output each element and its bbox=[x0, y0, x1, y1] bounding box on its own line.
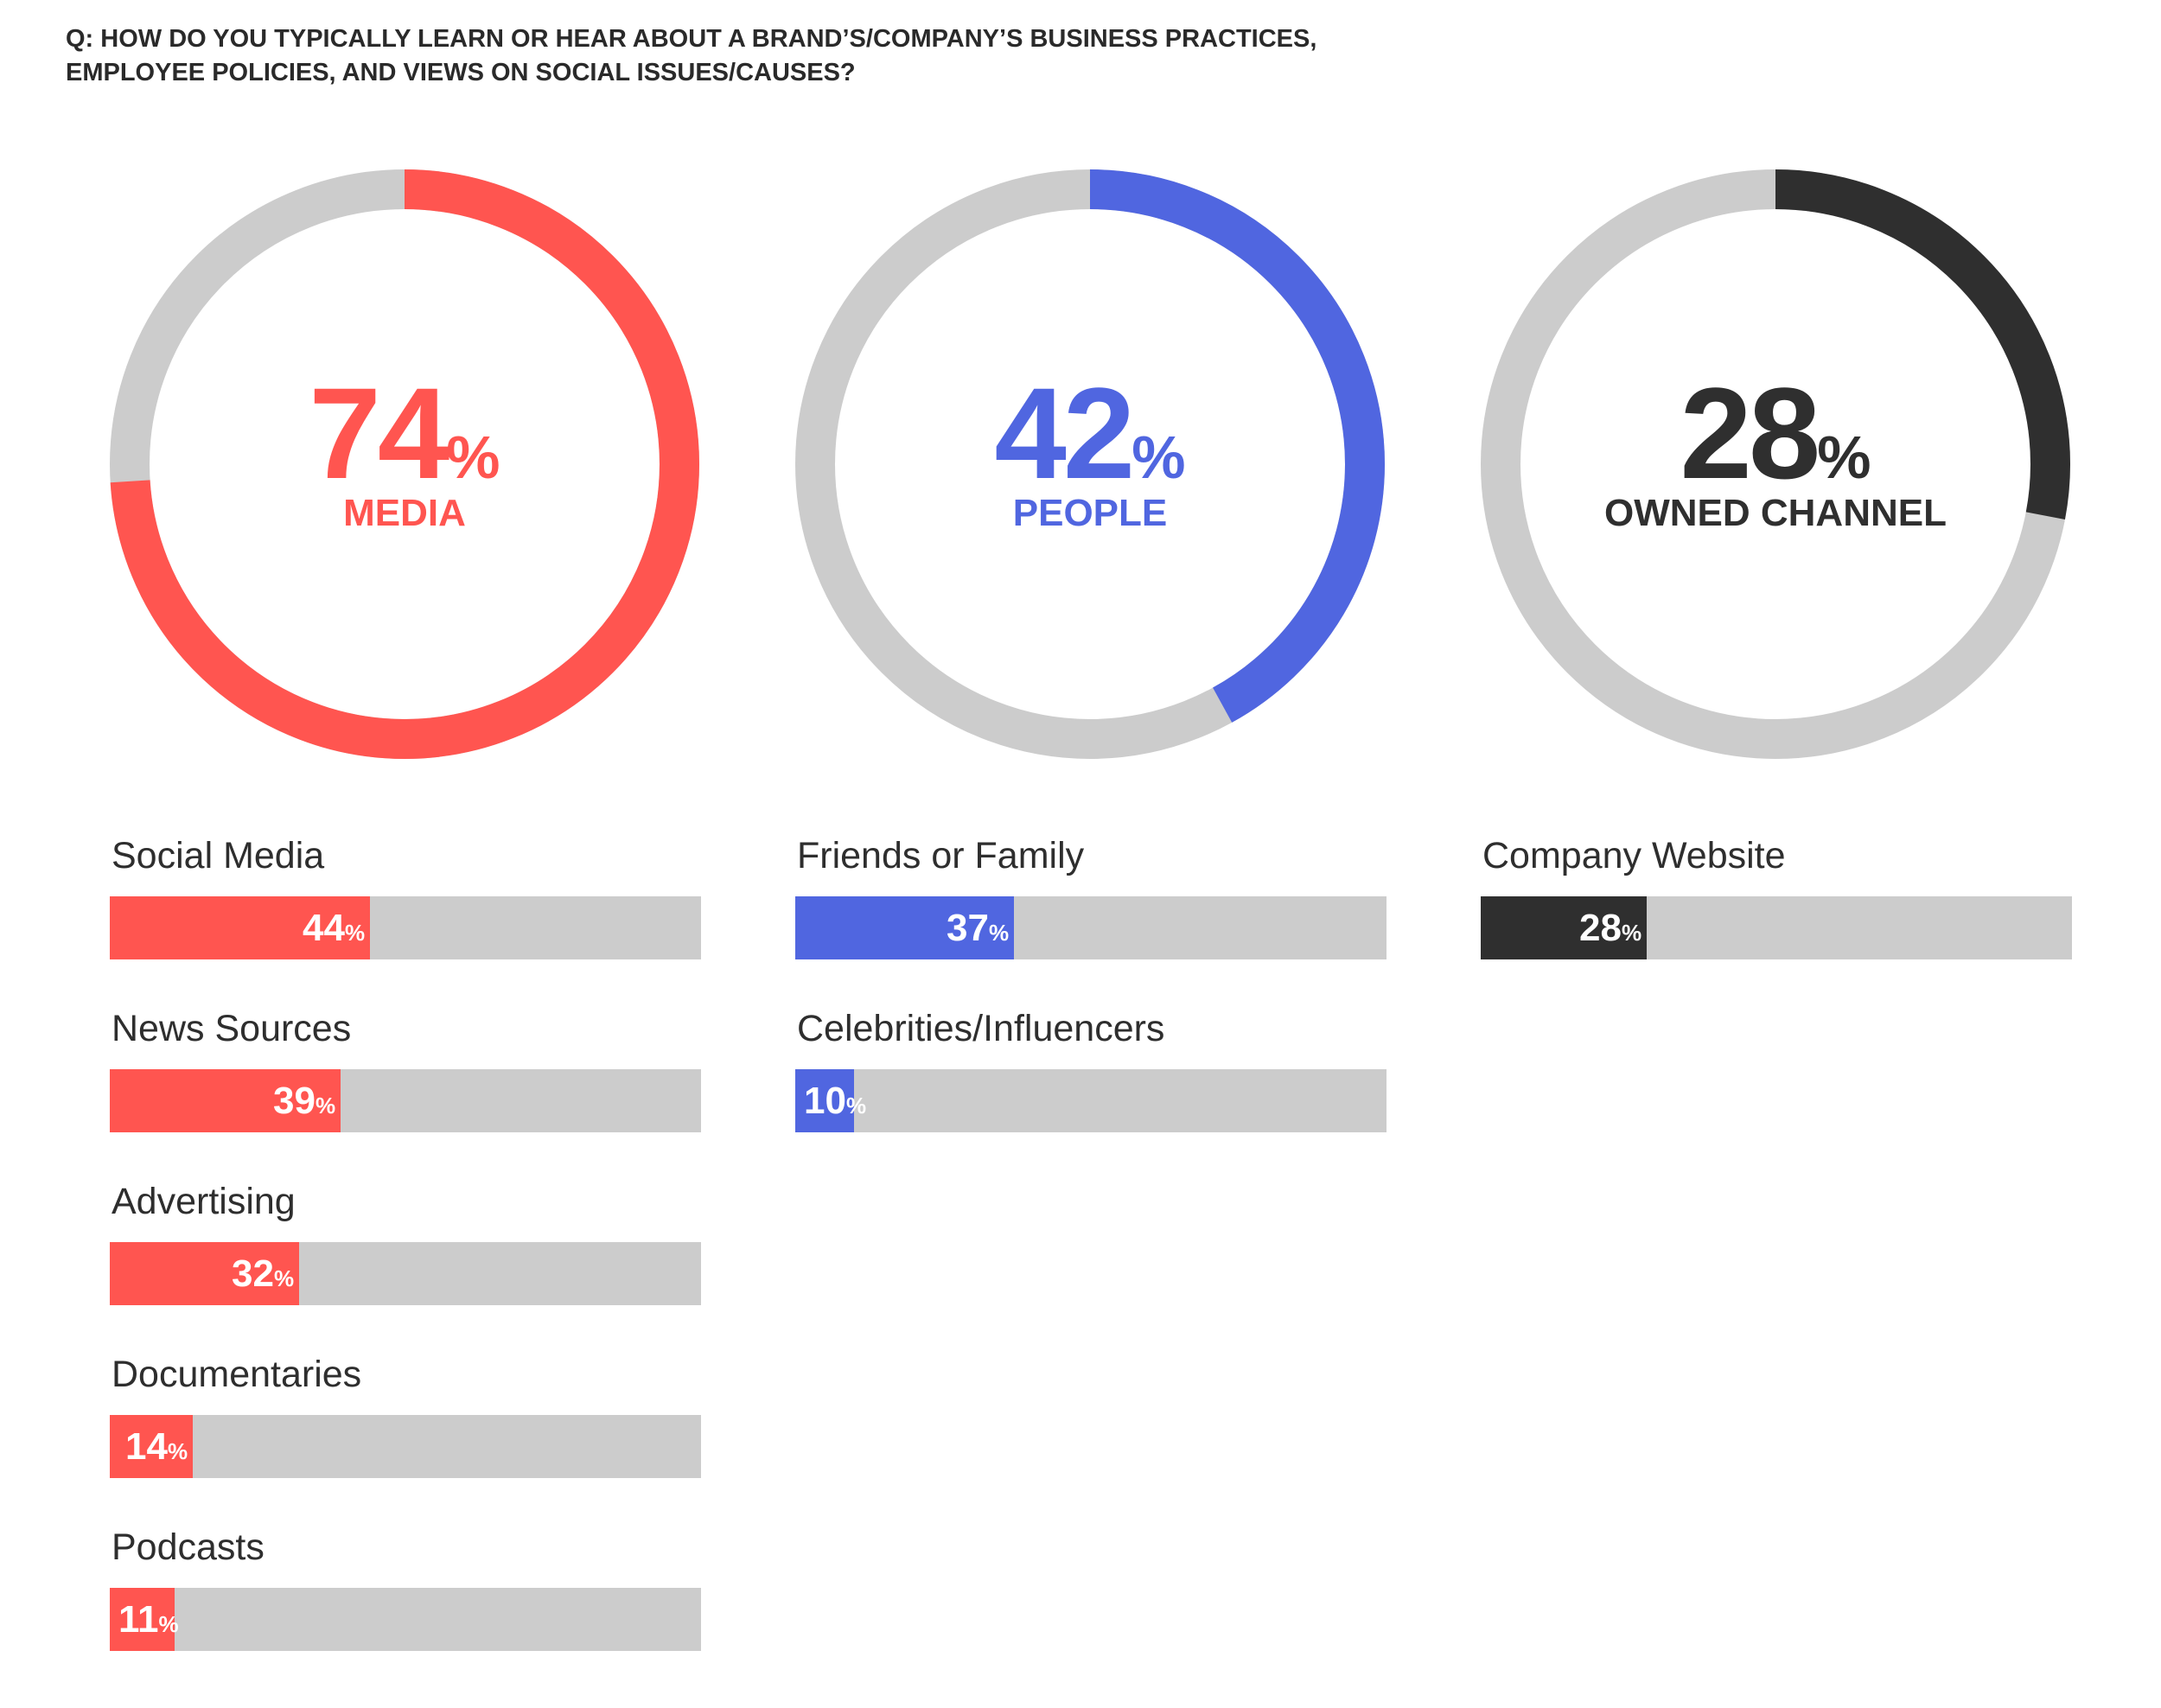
donut-svg bbox=[110, 169, 699, 759]
donut-value: 42 bbox=[994, 360, 1135, 506]
bar-track: 32% bbox=[110, 1242, 701, 1305]
percent-sign: % bbox=[167, 1438, 188, 1464]
bar-fill bbox=[110, 1242, 299, 1305]
bar-value: 32 bbox=[232, 1252, 274, 1295]
bar-track: 44% bbox=[110, 896, 701, 959]
bar-fill bbox=[110, 1069, 341, 1132]
bar-fill bbox=[795, 1069, 854, 1132]
bar-category-label: News Sources bbox=[112, 1008, 352, 1049]
donut-category-label: OWNED CHANNEL bbox=[1604, 492, 1947, 534]
bar-category-label: Podcasts bbox=[112, 1526, 265, 1568]
bar-fill bbox=[1481, 896, 1647, 959]
donut-svg bbox=[795, 169, 1385, 759]
donut-value: 28 bbox=[1680, 360, 1820, 506]
bar-row-celebrities-influencers: Celebrities/Influencers 10% bbox=[795, 1007, 1386, 1180]
donut-percentage: 74% bbox=[110, 368, 699, 522]
bar-value-label: 39% bbox=[273, 1069, 335, 1132]
bar-value-label: 28% bbox=[1579, 896, 1641, 959]
bar-category-label: Documentaries bbox=[112, 1354, 362, 1395]
bar-row-friends-or-family: Friends or Family 37% bbox=[795, 834, 1386, 1007]
bar-value: 14 bbox=[125, 1425, 168, 1468]
bar-category-label: Social Media bbox=[112, 835, 325, 876]
donut-people: 42% PEOPLE bbox=[795, 169, 1385, 759]
donut-category-label: PEOPLE bbox=[1012, 492, 1168, 534]
bar-track: 10% bbox=[795, 1069, 1386, 1132]
bar-value: 10 bbox=[804, 1080, 846, 1122]
bar-category-label: Friends or Family bbox=[797, 835, 1085, 876]
bar-track: 37% bbox=[795, 896, 1386, 959]
bar-value: 39 bbox=[273, 1080, 316, 1122]
bar-category-label: Celebrities/Influencers bbox=[797, 1008, 1165, 1049]
bar-value-label: 10% bbox=[804, 1069, 866, 1132]
percent-sign: % bbox=[273, 1265, 295, 1291]
bar-value-label: 11% bbox=[118, 1588, 179, 1651]
bar-value: 28 bbox=[1579, 907, 1622, 949]
bar-track: 11% bbox=[110, 1588, 701, 1651]
percent-sign: % bbox=[158, 1611, 179, 1637]
percent-sign: % bbox=[315, 1093, 336, 1118]
question-line-2: EMPLOYEE POLICIES, AND VIEWS ON SOCIAL I… bbox=[66, 59, 856, 86]
bar-value: 37 bbox=[947, 907, 989, 949]
bar-row-documentaries: Documentaries 14% bbox=[110, 1353, 701, 1526]
bar-row-news-sources: News Sources 39% bbox=[110, 1007, 701, 1180]
bar-value-label: 37% bbox=[947, 896, 1009, 959]
bar-value-label: 32% bbox=[232, 1242, 294, 1305]
donut-percentage: 42% bbox=[795, 368, 1385, 522]
bar-row-podcasts: Podcasts 11% bbox=[110, 1526, 701, 1698]
percent-sign: % bbox=[988, 920, 1010, 946]
bar-fill bbox=[795, 896, 1014, 959]
donut-percentage: 28% bbox=[1481, 368, 2070, 522]
bar-value-label: 14% bbox=[125, 1415, 188, 1478]
donut-svg bbox=[1481, 169, 2070, 759]
donut-arc bbox=[110, 169, 699, 759]
bar-fill bbox=[110, 1415, 193, 1478]
donut-owned-channel: 28% OWNED CHANNEL bbox=[1481, 169, 2070, 759]
donut-arc bbox=[795, 169, 1385, 759]
donut-arc bbox=[1481, 169, 2070, 759]
percent-sign: % bbox=[344, 920, 366, 946]
bar-track: 28% bbox=[1481, 896, 2072, 959]
percent-sign: % bbox=[845, 1093, 867, 1118]
donut-category-label: MEDIA bbox=[343, 492, 466, 534]
bar-category-label: Advertising bbox=[112, 1181, 296, 1222]
question-text: Q: HOW DO YOU TYPICALLY LEARN OR HEAR AB… bbox=[66, 22, 1362, 90]
bar-category-label: Company Website bbox=[1482, 835, 1786, 876]
bar-row-advertising: Advertising 32% bbox=[110, 1180, 701, 1353]
bar-fill bbox=[110, 896, 370, 959]
donut-media: 74% MEDIA bbox=[110, 169, 699, 759]
percent-sign: % bbox=[1621, 920, 1642, 946]
question-line-1: Q: HOW DO YOU TYPICALLY LEARN OR HEAR AB… bbox=[66, 25, 1317, 53]
percent-sign: % bbox=[446, 424, 500, 491]
bar-value: 11 bbox=[118, 1598, 159, 1641]
bar-value: 44 bbox=[303, 907, 345, 949]
bar-row-company-website: Company Website 28% bbox=[1481, 834, 2072, 1007]
donut-value: 74 bbox=[309, 360, 449, 506]
bar-value-label: 44% bbox=[303, 896, 365, 959]
bar-fill bbox=[110, 1588, 175, 1651]
bar-track: 39% bbox=[110, 1069, 701, 1132]
bar-track: 14% bbox=[110, 1415, 701, 1478]
percent-sign: % bbox=[1817, 424, 1871, 491]
percent-sign: % bbox=[1131, 424, 1186, 491]
bar-row-social-media: Social Media 44% bbox=[110, 834, 701, 1007]
